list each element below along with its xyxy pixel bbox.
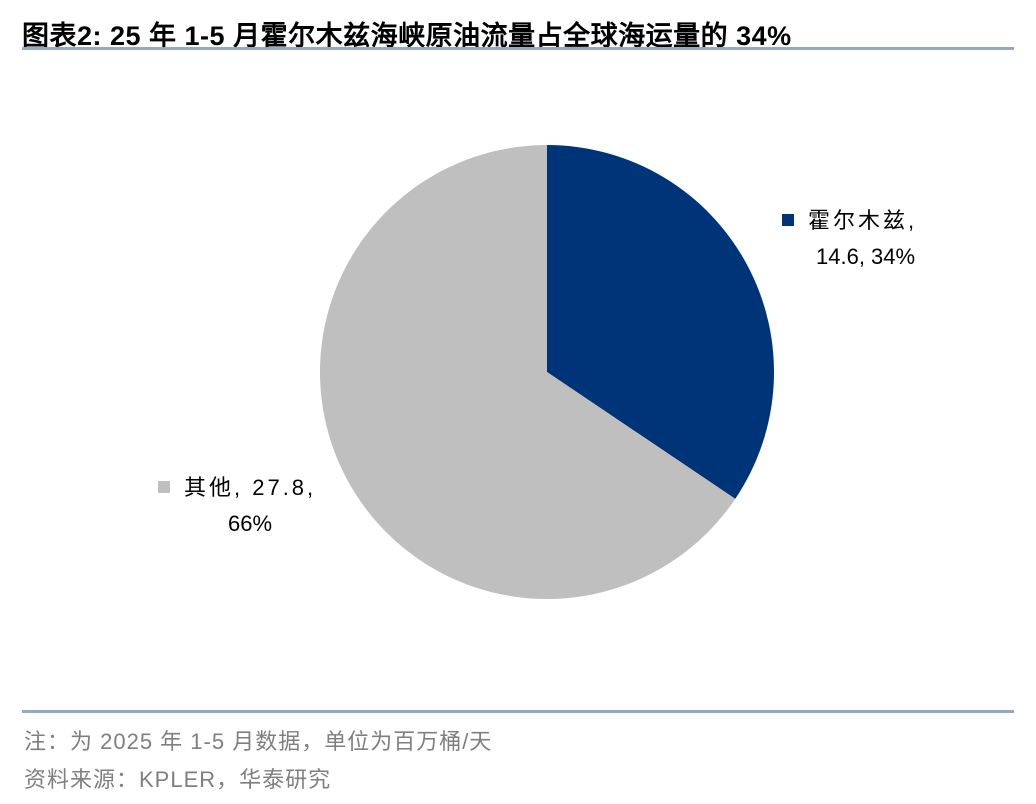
label-marker	[782, 214, 794, 226]
source-note: 资料来源：KPLER，华泰研究	[24, 767, 332, 792]
data-label: 14.6, 34%	[816, 244, 915, 269]
title-divider	[22, 47, 1014, 50]
footer-divider	[22, 710, 1014, 713]
data-label: 霍尔木兹,	[808, 208, 917, 233]
pie-slice-hormuz	[547, 145, 774, 499]
footnote: 注：为 2025 年 1-5 月数据，单位为百万桶/天	[24, 729, 493, 754]
label-marker	[158, 481, 170, 493]
data-label: 66%	[228, 511, 272, 536]
data-label: 其他, 27.8,	[184, 475, 316, 500]
pie-slice-other	[319, 145, 736, 599]
chart-title: 图表2: 25 年 1-5 月霍尔木兹海峡原油流量占全球海运量的 34%	[22, 21, 792, 51]
